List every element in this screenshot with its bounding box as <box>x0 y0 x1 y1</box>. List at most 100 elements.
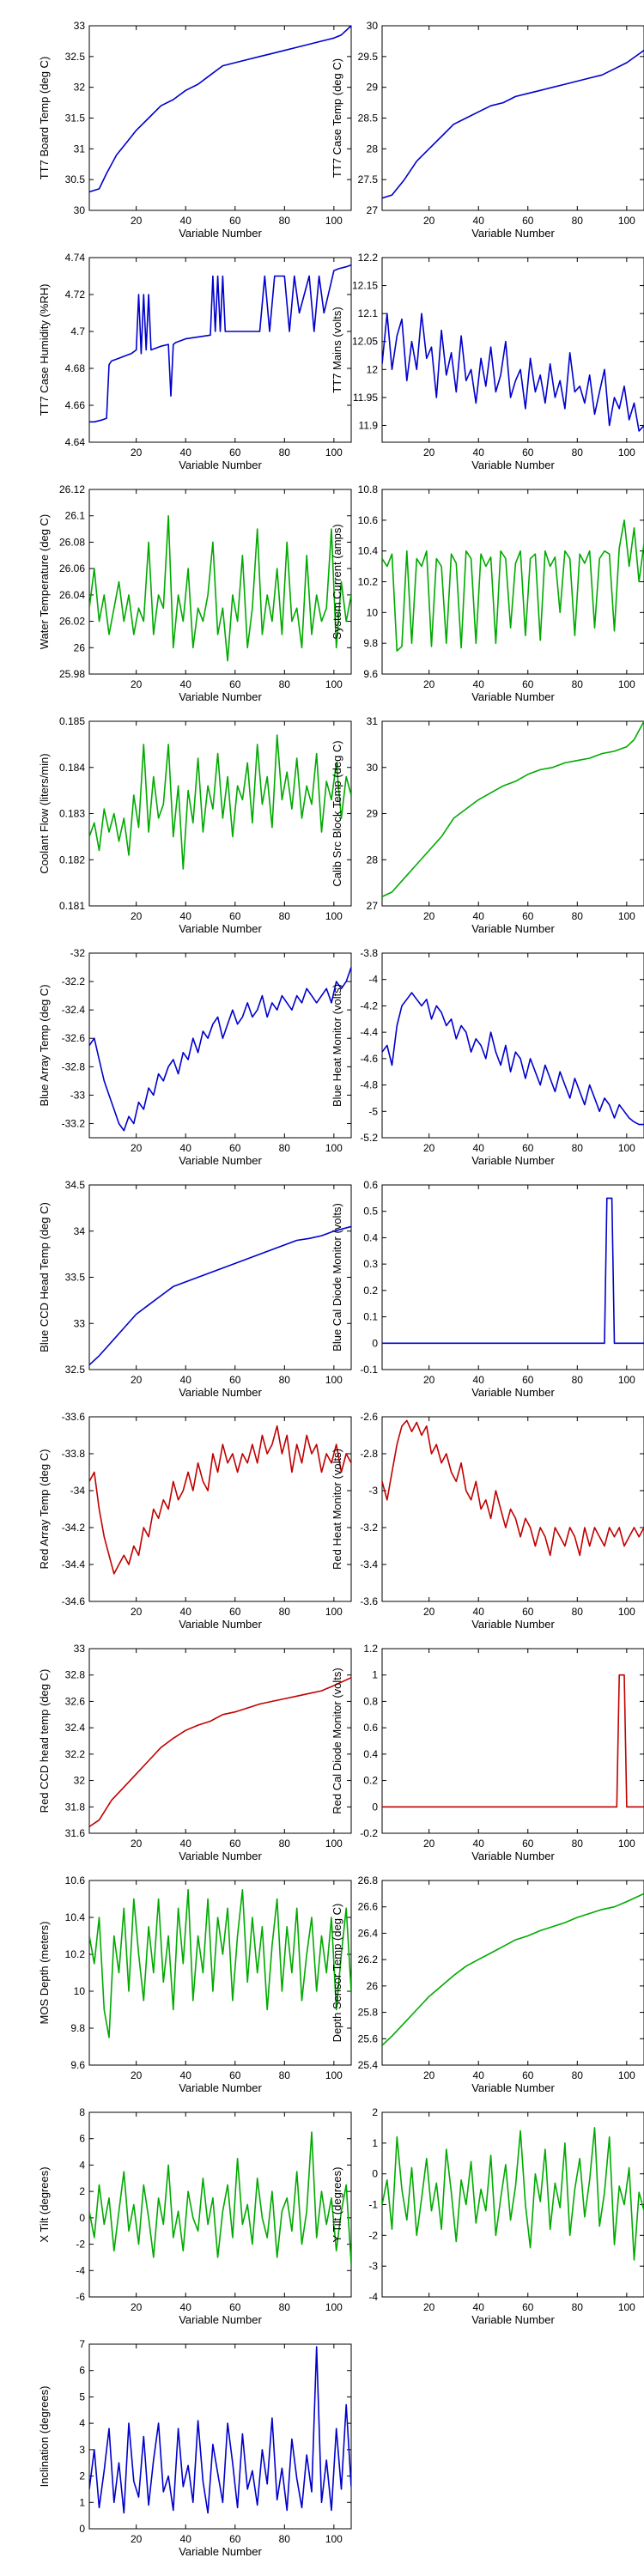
series-line <box>89 734 351 870</box>
x-tick-label: 100 <box>325 2533 343 2545</box>
series-line <box>89 1425 351 1575</box>
x-tick-label: 80 <box>279 1606 291 1618</box>
series-line <box>89 2346 351 2514</box>
x-axis-label: Variable Number <box>471 2313 555 2326</box>
y-tick-label: 0.185 <box>59 715 85 727</box>
x-tick-label: 20 <box>131 2301 143 2313</box>
chart-3: 20 40 60 80 100 11.9 11.95 12 12.05 12.1 12.15 12.2… <box>331 252 644 471</box>
x-tick-label: 100 <box>618 1374 635 1386</box>
x-tick-label: 40 <box>473 2069 485 2081</box>
y-tick-label: 30.5 <box>65 173 86 185</box>
axes-box <box>88 1880 352 2066</box>
y-tick-label: 27.5 <box>358 173 379 185</box>
y-axis-label: Blue Array Temp (deg C) <box>38 984 51 1106</box>
series-line <box>89 1677 351 1827</box>
y-tick-label: 10.6 <box>358 514 379 526</box>
series-line <box>382 1674 644 1808</box>
x-tick-label: 60 <box>522 678 534 690</box>
axes-box <box>381 25 644 211</box>
axes-box <box>88 489 352 675</box>
y-tick-label: -4.6 <box>360 1053 378 1065</box>
series-line <box>382 1419 644 1557</box>
y-tick-label: 31.6 <box>65 1827 86 1839</box>
y-tick-label: 5 <box>79 2391 85 2403</box>
y-axis-label: TT7 Mains (volts) <box>331 307 343 392</box>
x-tick-label: 60 <box>522 2301 534 2313</box>
y-axis-label: Red Heat Monitor (volts) <box>331 1449 343 1570</box>
y-tick-label: 26 <box>367 1980 379 1992</box>
x-axis-label: Variable Number <box>471 1618 555 1631</box>
x-tick-label: 20 <box>423 1838 435 1850</box>
x-tick-label: 20 <box>131 2069 143 2081</box>
series-line <box>382 50 644 199</box>
chart-14: 20 40 60 80 100 31.6 31.8 32 32.2 32.4 32.6 32.8 33 V… <box>38 1643 352 1862</box>
y-tick-label: 26.08 <box>59 536 85 548</box>
y-tick-label: 10.6 <box>65 1874 86 1886</box>
y-axis-label: Red CCD head temp (deg C) <box>38 1669 51 1814</box>
y-axis-label: TT7 Case Humidity (%RH) <box>38 284 51 416</box>
y-tick-label: 25.98 <box>59 668 85 680</box>
x-tick-label: 60 <box>229 1838 241 1850</box>
y-axis-label: Coolant Flow (liters/min) <box>38 753 51 873</box>
y-tick-label: 32.5 <box>65 51 86 63</box>
chart-1: 20 40 60 80 100 27 27.5 28 28.5 29 29.5 30 Variable … <box>331 20 644 240</box>
x-axis-label: Variable Number <box>179 2313 262 2326</box>
y-tick-label: -33.6 <box>62 1411 86 1423</box>
y-tick-label: -5 <box>368 1105 378 1117</box>
x-tick-label: 60 <box>522 1142 534 1154</box>
y-tick-label: 32 <box>74 82 86 94</box>
x-tick-label: 80 <box>279 2069 291 2081</box>
chart-6: 20 40 60 80 100 0.181 0.182 0.183 0.184 0.185 Vari… <box>38 715 352 935</box>
y-tick-label: 11.95 <box>353 392 378 404</box>
y-tick-label: -4.2 <box>360 999 378 1012</box>
x-axis-label: Variable Number <box>179 1154 262 1167</box>
x-tick-label: 20 <box>423 1606 435 1618</box>
x-tick-label: 100 <box>325 2301 343 2313</box>
x-tick-label: 80 <box>279 2301 291 2313</box>
y-axis-label: Blue Cal Diode Monitor (volts) <box>331 1203 343 1352</box>
y-axis-label: Red Cal Diode Monitor (volts) <box>331 1668 343 1814</box>
x-tick-label: 40 <box>473 2301 485 2313</box>
y-tick-label: 32.4 <box>65 1722 86 1734</box>
x-tick-label: 100 <box>325 910 343 922</box>
y-tick-label: 0.4 <box>363 1748 378 1760</box>
y-tick-label: 29 <box>367 808 379 820</box>
y-tick-label: 4 <box>79 2159 85 2171</box>
y-axis-label: TT7 Board Temp (deg C) <box>38 57 51 180</box>
x-tick-label: 20 <box>423 678 435 690</box>
axes-box <box>381 952 644 1139</box>
y-axis-label: System Current (amps) <box>331 524 343 639</box>
x-axis-label: Variable Number <box>179 2081 262 2094</box>
y-tick-label: 4.7 <box>70 325 85 337</box>
chart-0: 20 40 60 80 100 30 30.5 31 31.5 32 32.5 33 Variable … <box>38 20 352 240</box>
y-tick-label: 29 <box>367 82 379 94</box>
y-tick-label: 25.6 <box>358 2032 379 2044</box>
x-tick-label: 60 <box>229 2069 241 2081</box>
axes-box <box>381 1184 644 1370</box>
x-tick-label: 40 <box>473 1374 485 1386</box>
y-tick-label: 12.05 <box>352 336 378 348</box>
y-tick-label: 9.8 <box>363 637 378 649</box>
chart-16: 20 40 60 80 100 9.6 9.8 10 10.2 10.4 10.6 Variable … <box>38 1874 352 2094</box>
chart-9: 20 40 60 80 100 -5.2 -5 -4.8 -4.6 -4.4 -4.2 -4 -3.8 V… <box>331 947 644 1167</box>
y-tick-label: 30 <box>367 762 379 774</box>
x-tick-label: 20 <box>131 1142 143 1154</box>
y-tick-label: 0.183 <box>59 808 85 820</box>
x-tick-label: 40 <box>473 215 485 227</box>
y-tick-label: 10.4 <box>358 545 379 557</box>
x-tick-label: 60 <box>229 2533 241 2545</box>
y-tick-label: 32.2 <box>65 1748 86 1760</box>
x-tick-label: 20 <box>423 215 435 227</box>
x-axis-label: Variable Number <box>179 690 262 703</box>
y-tick-label: -34.2 <box>62 1522 86 1534</box>
x-tick-label: 80 <box>572 2069 584 2081</box>
x-tick-label: 40 <box>473 678 485 690</box>
y-tick-label: 0.6 <box>363 1722 378 1734</box>
y-axis-label: Inclination (degrees) <box>38 2386 51 2488</box>
y-axis-label: MOS Depth (meters) <box>38 1922 51 2025</box>
x-axis-label: Variable Number <box>471 1154 555 1167</box>
series-line <box>382 992 644 1126</box>
axes-box <box>381 1648 644 1834</box>
x-tick-label: 40 <box>180 910 192 922</box>
x-axis-label: Variable Number <box>179 227 262 240</box>
